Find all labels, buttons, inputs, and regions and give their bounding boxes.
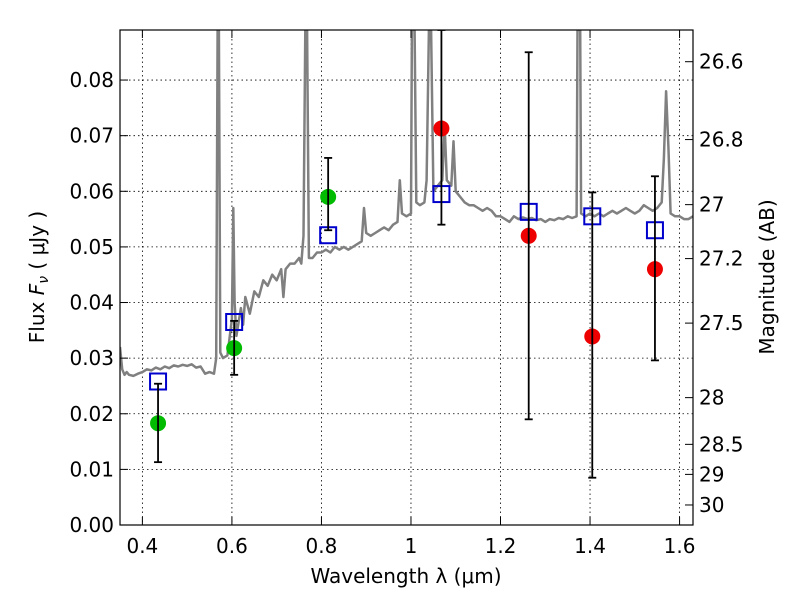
y-tick-label: 0.07 bbox=[69, 124, 114, 148]
y-tick-label: 0.04 bbox=[69, 291, 114, 315]
x-tick-label: 0.4 bbox=[126, 534, 158, 558]
plot-data bbox=[120, 30, 693, 479]
x-tick-label: 1.4 bbox=[574, 534, 606, 558]
y-tick-label: 0.03 bbox=[69, 346, 114, 370]
spectrum-line bbox=[120, 30, 693, 378]
right-tick-label: 30 bbox=[699, 493, 724, 517]
y-tick-label: 0.00 bbox=[69, 513, 114, 537]
x-tick-label: 0.6 bbox=[216, 534, 248, 558]
y-tick-label: 0.02 bbox=[69, 402, 114, 426]
right-tick-label: 26.6 bbox=[699, 50, 744, 74]
plot-frame bbox=[119, 29, 694, 526]
grid-lines bbox=[120, 30, 693, 526]
right-tick-label: 27 bbox=[699, 193, 724, 217]
y-tick-label: 0.06 bbox=[69, 179, 114, 203]
right-axis-label: Magnitude (AB) bbox=[755, 199, 779, 354]
x-tick-label: 1.2 bbox=[485, 534, 517, 558]
right-tick-label: 29 bbox=[699, 462, 724, 486]
right-tick-label: 28 bbox=[699, 386, 724, 410]
y-axis-label: Flux Fν ( μJy ) bbox=[25, 211, 52, 343]
axis-ticks: 0.4 0.6 0.8 1 1.2 1.4 1.6 0.00 0.01 0.02 0.03 0.04 0… bbox=[69, 30, 744, 558]
x-tick-label: 0.8 bbox=[306, 534, 338, 558]
y-tick-label: 0.01 bbox=[69, 457, 114, 481]
right-tick-label: 26.8 bbox=[699, 128, 744, 152]
x-axis-label: Wavelength λ (μm) bbox=[310, 564, 501, 588]
x-tick-label: 1 bbox=[405, 534, 418, 558]
right-tick-label: 27.2 bbox=[699, 247, 744, 271]
y-tick-label: 0.05 bbox=[69, 235, 114, 259]
y-tick-label: 0.08 bbox=[69, 68, 114, 92]
right-tick-label: 28.5 bbox=[699, 432, 744, 456]
right-tick-label: 27.5 bbox=[699, 311, 744, 335]
x-tick-label: 1.6 bbox=[664, 534, 696, 558]
